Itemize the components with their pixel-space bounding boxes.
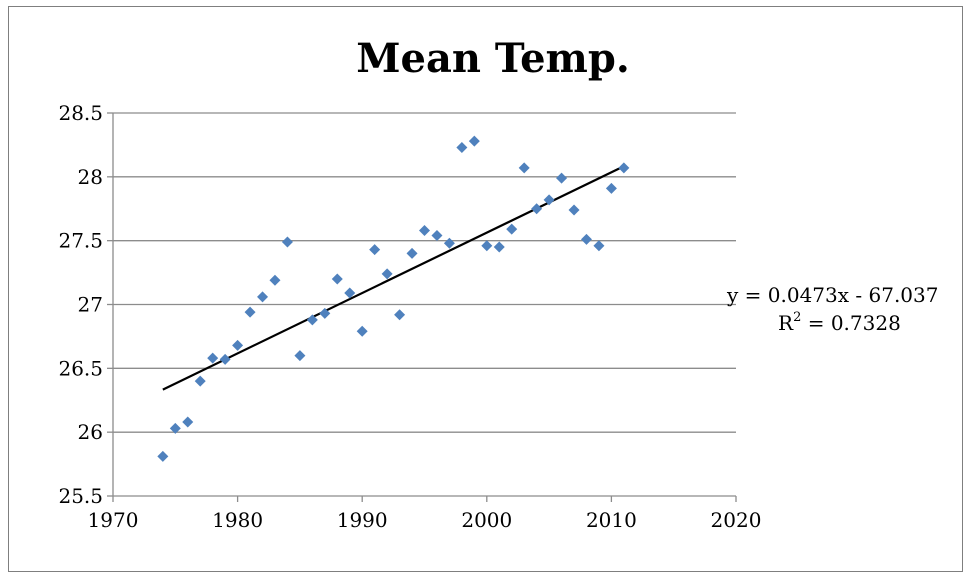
data-point — [394, 309, 406, 321]
gridlines — [113, 112, 736, 433]
data-point — [493, 241, 505, 253]
data-point — [194, 375, 206, 387]
data-point — [543, 194, 555, 206]
data-point — [518, 162, 530, 174]
data-point — [431, 230, 443, 242]
data-point — [419, 224, 430, 236]
r-squared-text: R2 = 0.7328 — [778, 310, 901, 335]
data-point — [443, 237, 455, 249]
data-point — [506, 223, 518, 235]
data-point — [306, 314, 318, 326]
y-tick-label: 27 — [78, 293, 103, 317]
r-squared-value: = 0.7328 — [801, 311, 900, 335]
data-point — [593, 240, 605, 252]
data-point — [605, 182, 617, 194]
data-point — [281, 236, 293, 248]
data-point — [406, 247, 418, 259]
data-point — [481, 240, 493, 252]
data-point — [269, 274, 281, 286]
data-point — [568, 204, 580, 216]
x-tick-label: 1970 — [88, 508, 139, 532]
x-tick-label: 2010 — [586, 508, 637, 532]
y-tick-label: 28 — [78, 165, 103, 189]
x-tick-label: 2000 — [461, 508, 512, 532]
data-point — [319, 307, 331, 319]
data-point — [556, 172, 568, 184]
r-squared-superscript: 2 — [793, 310, 801, 325]
r-squared-symbol: R — [778, 311, 794, 335]
x-tick-label: 1980 — [212, 508, 263, 532]
axes — [107, 112, 737, 502]
x-tick-label: 2020 — [711, 508, 762, 532]
data-point — [618, 162, 630, 174]
trendline-equation-text: y = 0.0473x - 67.037 — [726, 283, 938, 307]
chart-frame — [8, 6, 963, 572]
data-point — [381, 268, 393, 280]
data-point — [182, 416, 194, 428]
y-tick-label: 27.5 — [58, 229, 103, 253]
data-point — [169, 422, 181, 434]
data-point — [468, 135, 480, 147]
data-point — [232, 339, 244, 351]
data-point — [157, 450, 169, 462]
data-point — [580, 233, 592, 245]
y-tick-label: 28.5 — [58, 101, 103, 125]
data-point — [369, 244, 381, 256]
y-tick-label: 26 — [78, 420, 103, 444]
x-tick-label: 1990 — [337, 508, 388, 532]
data-point — [219, 353, 231, 365]
y-tick-label: 25.5 — [58, 484, 103, 508]
trendline — [162, 165, 625, 391]
data-point — [356, 325, 368, 337]
data-point — [456, 141, 468, 153]
data-point — [244, 306, 256, 318]
data-point — [531, 203, 543, 215]
data-point — [257, 291, 269, 303]
data-points — [157, 135, 630, 462]
data-point — [331, 273, 343, 285]
tick-labels: 25.5 26 26.5 27 27.5 28 28.5 1970 1980 1990 2000 20… — [58, 101, 761, 532]
trendline-equation: y = 0.0473x - 67.037 R2 = 0.7328 — [726, 283, 938, 335]
data-point — [207, 352, 219, 364]
data-point — [344, 287, 356, 299]
data-point — [294, 350, 306, 362]
chart-title: Mean Temp. — [356, 35, 630, 82]
y-tick-label: 26.5 — [58, 356, 103, 380]
trendline-group — [162, 165, 625, 391]
